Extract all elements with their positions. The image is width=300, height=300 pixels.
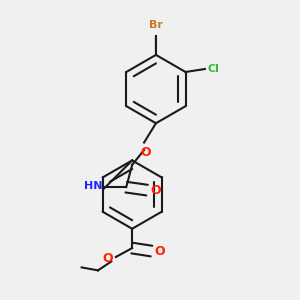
Text: Br: Br <box>149 20 163 30</box>
Text: HN: HN <box>84 181 102 191</box>
Text: O: O <box>150 184 160 196</box>
Text: O: O <box>102 252 113 265</box>
Text: O: O <box>140 146 151 158</box>
Text: Cl: Cl <box>208 64 220 74</box>
Text: O: O <box>154 244 165 258</box>
